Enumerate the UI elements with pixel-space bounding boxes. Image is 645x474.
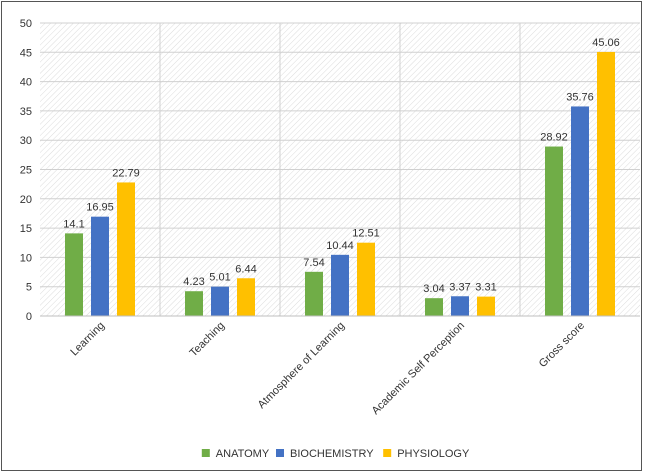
data-label: 6.44 — [235, 263, 256, 275]
legend-label: PHYSIOLOGY — [397, 448, 470, 460]
bar — [211, 286, 229, 316]
data-label: 10.44 — [326, 240, 354, 252]
data-label: 3.04 — [423, 283, 444, 295]
bar — [571, 106, 589, 316]
y-tick-label: 15 — [20, 223, 32, 235]
y-tick-label: 50 — [20, 18, 32, 30]
bar — [451, 296, 469, 316]
data-label: 28.92 — [540, 132, 568, 144]
data-label: 12.51 — [352, 228, 380, 240]
bar — [237, 278, 255, 316]
bar — [305, 271, 323, 316]
bar — [65, 233, 83, 316]
bar — [477, 296, 495, 316]
data-label: 35.76 — [566, 91, 594, 103]
legend: ANATOMY BIOCHEMISTRY PHYSIOLOGY — [201, 448, 470, 460]
legend-swatch — [276, 449, 284, 457]
x-category-label: Atmosphere of Learning — [256, 320, 348, 412]
data-label: 7.54 — [303, 257, 324, 269]
x-axis-categories: Learning Teaching Atmosphere of Learning Ac… — [68, 320, 587, 418]
y-tick-label: 20 — [20, 194, 32, 206]
data-label: 3.37 — [449, 281, 470, 293]
bar — [117, 182, 135, 316]
x-category-label: Academic Self Perception — [370, 320, 468, 418]
legend-label: BIOCHEMISTRY — [290, 448, 374, 460]
data-label: 14.1 — [63, 218, 84, 230]
data-label: 4.23 — [183, 276, 204, 288]
bar — [331, 254, 349, 316]
y-axis-ticks: 0 5 10 15 20 25 30 35 40 45 50 — [20, 18, 32, 323]
data-label: 3.31 — [475, 282, 496, 294]
y-tick-label: 25 — [20, 165, 32, 177]
legend-label: ANATOMY — [216, 448, 270, 460]
data-label: 22.79 — [112, 167, 140, 179]
legend-swatch — [201, 449, 210, 457]
bar — [425, 298, 443, 316]
gridlines — [40, 22, 640, 316]
x-category-label: Teaching — [187, 320, 227, 360]
x-category-label: Learning — [68, 320, 107, 359]
data-labels: 14.116.95 22.79 4.23 5.01 6.44 7.5410.4412.51… — [63, 37, 619, 295]
bars — [65, 51, 615, 317]
y-tick-label: 45 — [20, 47, 32, 59]
data-label: 45.06 — [592, 37, 620, 49]
y-tick-label: 35 — [20, 106, 32, 118]
bar — [357, 242, 375, 316]
y-tick-label: 40 — [20, 77, 32, 89]
y-tick-label: 10 — [20, 252, 32, 264]
x-category-label: Gross score — [537, 320, 587, 370]
legend-swatch — [383, 449, 392, 457]
data-label: 5.01 — [209, 272, 230, 284]
bar — [91, 216, 109, 316]
bar — [597, 51, 615, 317]
y-tick-label: 0 — [26, 311, 32, 323]
y-tick-label: 5 — [26, 282, 32, 294]
bar — [545, 146, 563, 316]
y-tick-label: 30 — [20, 135, 32, 147]
data-label: 16.95 — [86, 202, 114, 214]
bar — [185, 291, 203, 316]
